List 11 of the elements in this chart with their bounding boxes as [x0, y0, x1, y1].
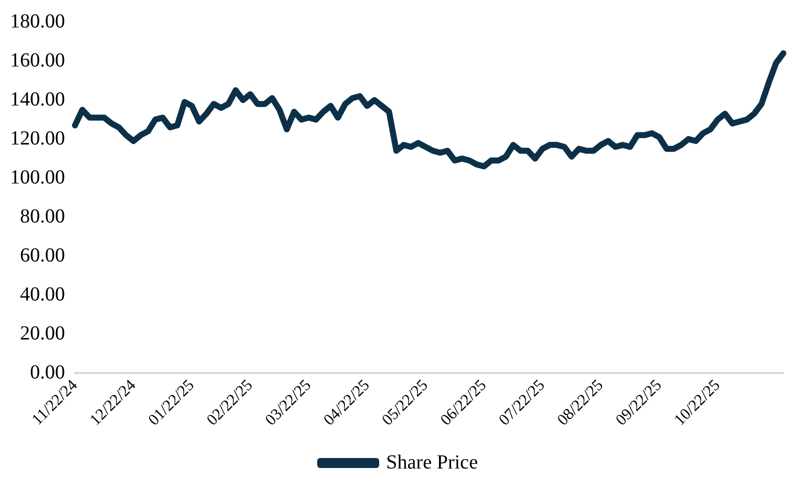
y-tick-label: 180.00: [10, 10, 65, 32]
y-tick-label: 120.00: [10, 127, 65, 150]
y-tick-label: 80.00: [20, 205, 65, 228]
y-tick-label: 140.00: [10, 88, 65, 110]
y-tick-label: 160.00: [10, 49, 65, 72]
y-tick-label: 40.00: [20, 283, 65, 306]
legend-label: Share Price: [386, 451, 478, 474]
y-tick-label: 20.00: [20, 322, 65, 344]
y-tick-label: 0.00: [30, 361, 65, 384]
y-tick-label: 100.00: [10, 166, 65, 188]
y-tick-label: 60.00: [20, 244, 65, 266]
